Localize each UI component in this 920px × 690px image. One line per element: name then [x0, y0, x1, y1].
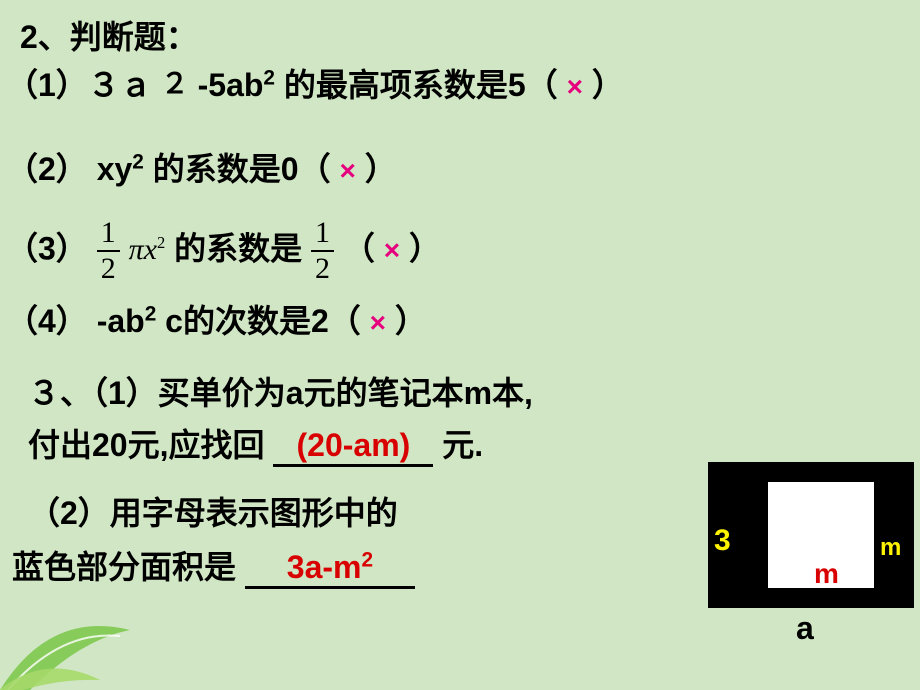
- p3-1-line2: 付出20元,应找回 (20-am) 元.: [28, 426, 483, 467]
- p3-2-fill: 3a-m2: [287, 549, 373, 585]
- q3-line: （3） 1 2 πx2 的系数是 1 2 （ × ）: [6, 218, 441, 284]
- p3-1-line1: ３、（1）买单价为a元的笔记本m本,: [28, 374, 533, 412]
- p3-1-blank: (20-am): [273, 426, 433, 467]
- q3-pix-sup: 2: [157, 233, 165, 252]
- q2-prefix: （2） xy: [6, 151, 132, 187]
- q1-close: ）: [592, 67, 624, 103]
- q3-pix-base: πx: [129, 233, 157, 266]
- q2-close: ）: [365, 151, 397, 187]
- q1-tail: 的最高项系数是5（: [284, 67, 558, 103]
- q1-line: （1）３ａ ２ -5ab2 的最高项系数是5（ × ）: [6, 66, 624, 104]
- diagram-label-m-right: m: [880, 534, 901, 562]
- p3-2-blank: 3a-m2: [245, 548, 415, 589]
- q3-frac1-den: 2: [97, 252, 120, 284]
- p3-1-pre: 付出20元,应找回: [28, 427, 265, 463]
- q3-mid: 的系数是: [174, 230, 311, 266]
- p3-2-pre: 蓝色部分面积是: [12, 549, 236, 585]
- p3-2-line2: 蓝色部分面积是 3a-m2: [12, 548, 415, 589]
- section-title: 2、判断题：: [20, 18, 198, 56]
- q3-frac1-num: 1: [97, 218, 120, 252]
- q4-prefix: （4） -ab: [6, 303, 145, 339]
- diagram-label-m-bottom: m: [814, 558, 839, 590]
- q3-open: （: [343, 230, 384, 266]
- p3-1-post: 元.: [442, 427, 483, 463]
- p3-2-fill-base: 3a-m: [287, 549, 362, 585]
- q2-answer: ×: [339, 155, 355, 186]
- diagram-label-a: a: [796, 610, 814, 647]
- q3-frac2: 1 2: [311, 218, 334, 284]
- diagram-label-3: 3: [714, 524, 731, 558]
- q1-mid: -5ab: [198, 67, 264, 103]
- q2-sup: 2: [132, 150, 144, 173]
- q4-line: （4） -ab2 c的次数是2（ × ）: [6, 302, 427, 340]
- q1-answer: ×: [567, 71, 583, 102]
- q3-close: ）: [409, 230, 441, 266]
- q1-sup1: ２: [161, 68, 189, 99]
- q4-sup: 2: [145, 302, 157, 325]
- q4-mid: c的次数是2（: [165, 303, 361, 339]
- q2-mid: 的系数是0（: [153, 151, 340, 187]
- p3-2-fill-sup: 2: [361, 548, 373, 571]
- q3-frac2-den: 2: [311, 252, 334, 284]
- slide: 2、判断题： （1）３ａ ２ -5ab2 的最高项系数是5（ × ） （2） x…: [0, 0, 920, 690]
- p3-2-line1: （2）用字母表示图形中的: [28, 494, 398, 532]
- p3-1-fill: (20-am): [296, 427, 410, 463]
- area-diagram: 3 m m: [708, 462, 914, 608]
- q3-frac2-num: 1: [311, 218, 334, 252]
- q3-prefix: （3）: [6, 230, 88, 266]
- q4-answer: ×: [370, 307, 386, 338]
- q3-pix: πx2: [129, 233, 166, 266]
- q2-line: （2） xy2 的系数是0（ × ）: [6, 150, 397, 188]
- q3-frac1: 1 2: [97, 218, 120, 284]
- q1-prefix: （1）３ａ: [6, 67, 152, 103]
- q3-answer: ×: [384, 234, 400, 265]
- q1-sup2: 2: [263, 66, 275, 89]
- q4-close: ）: [395, 303, 427, 339]
